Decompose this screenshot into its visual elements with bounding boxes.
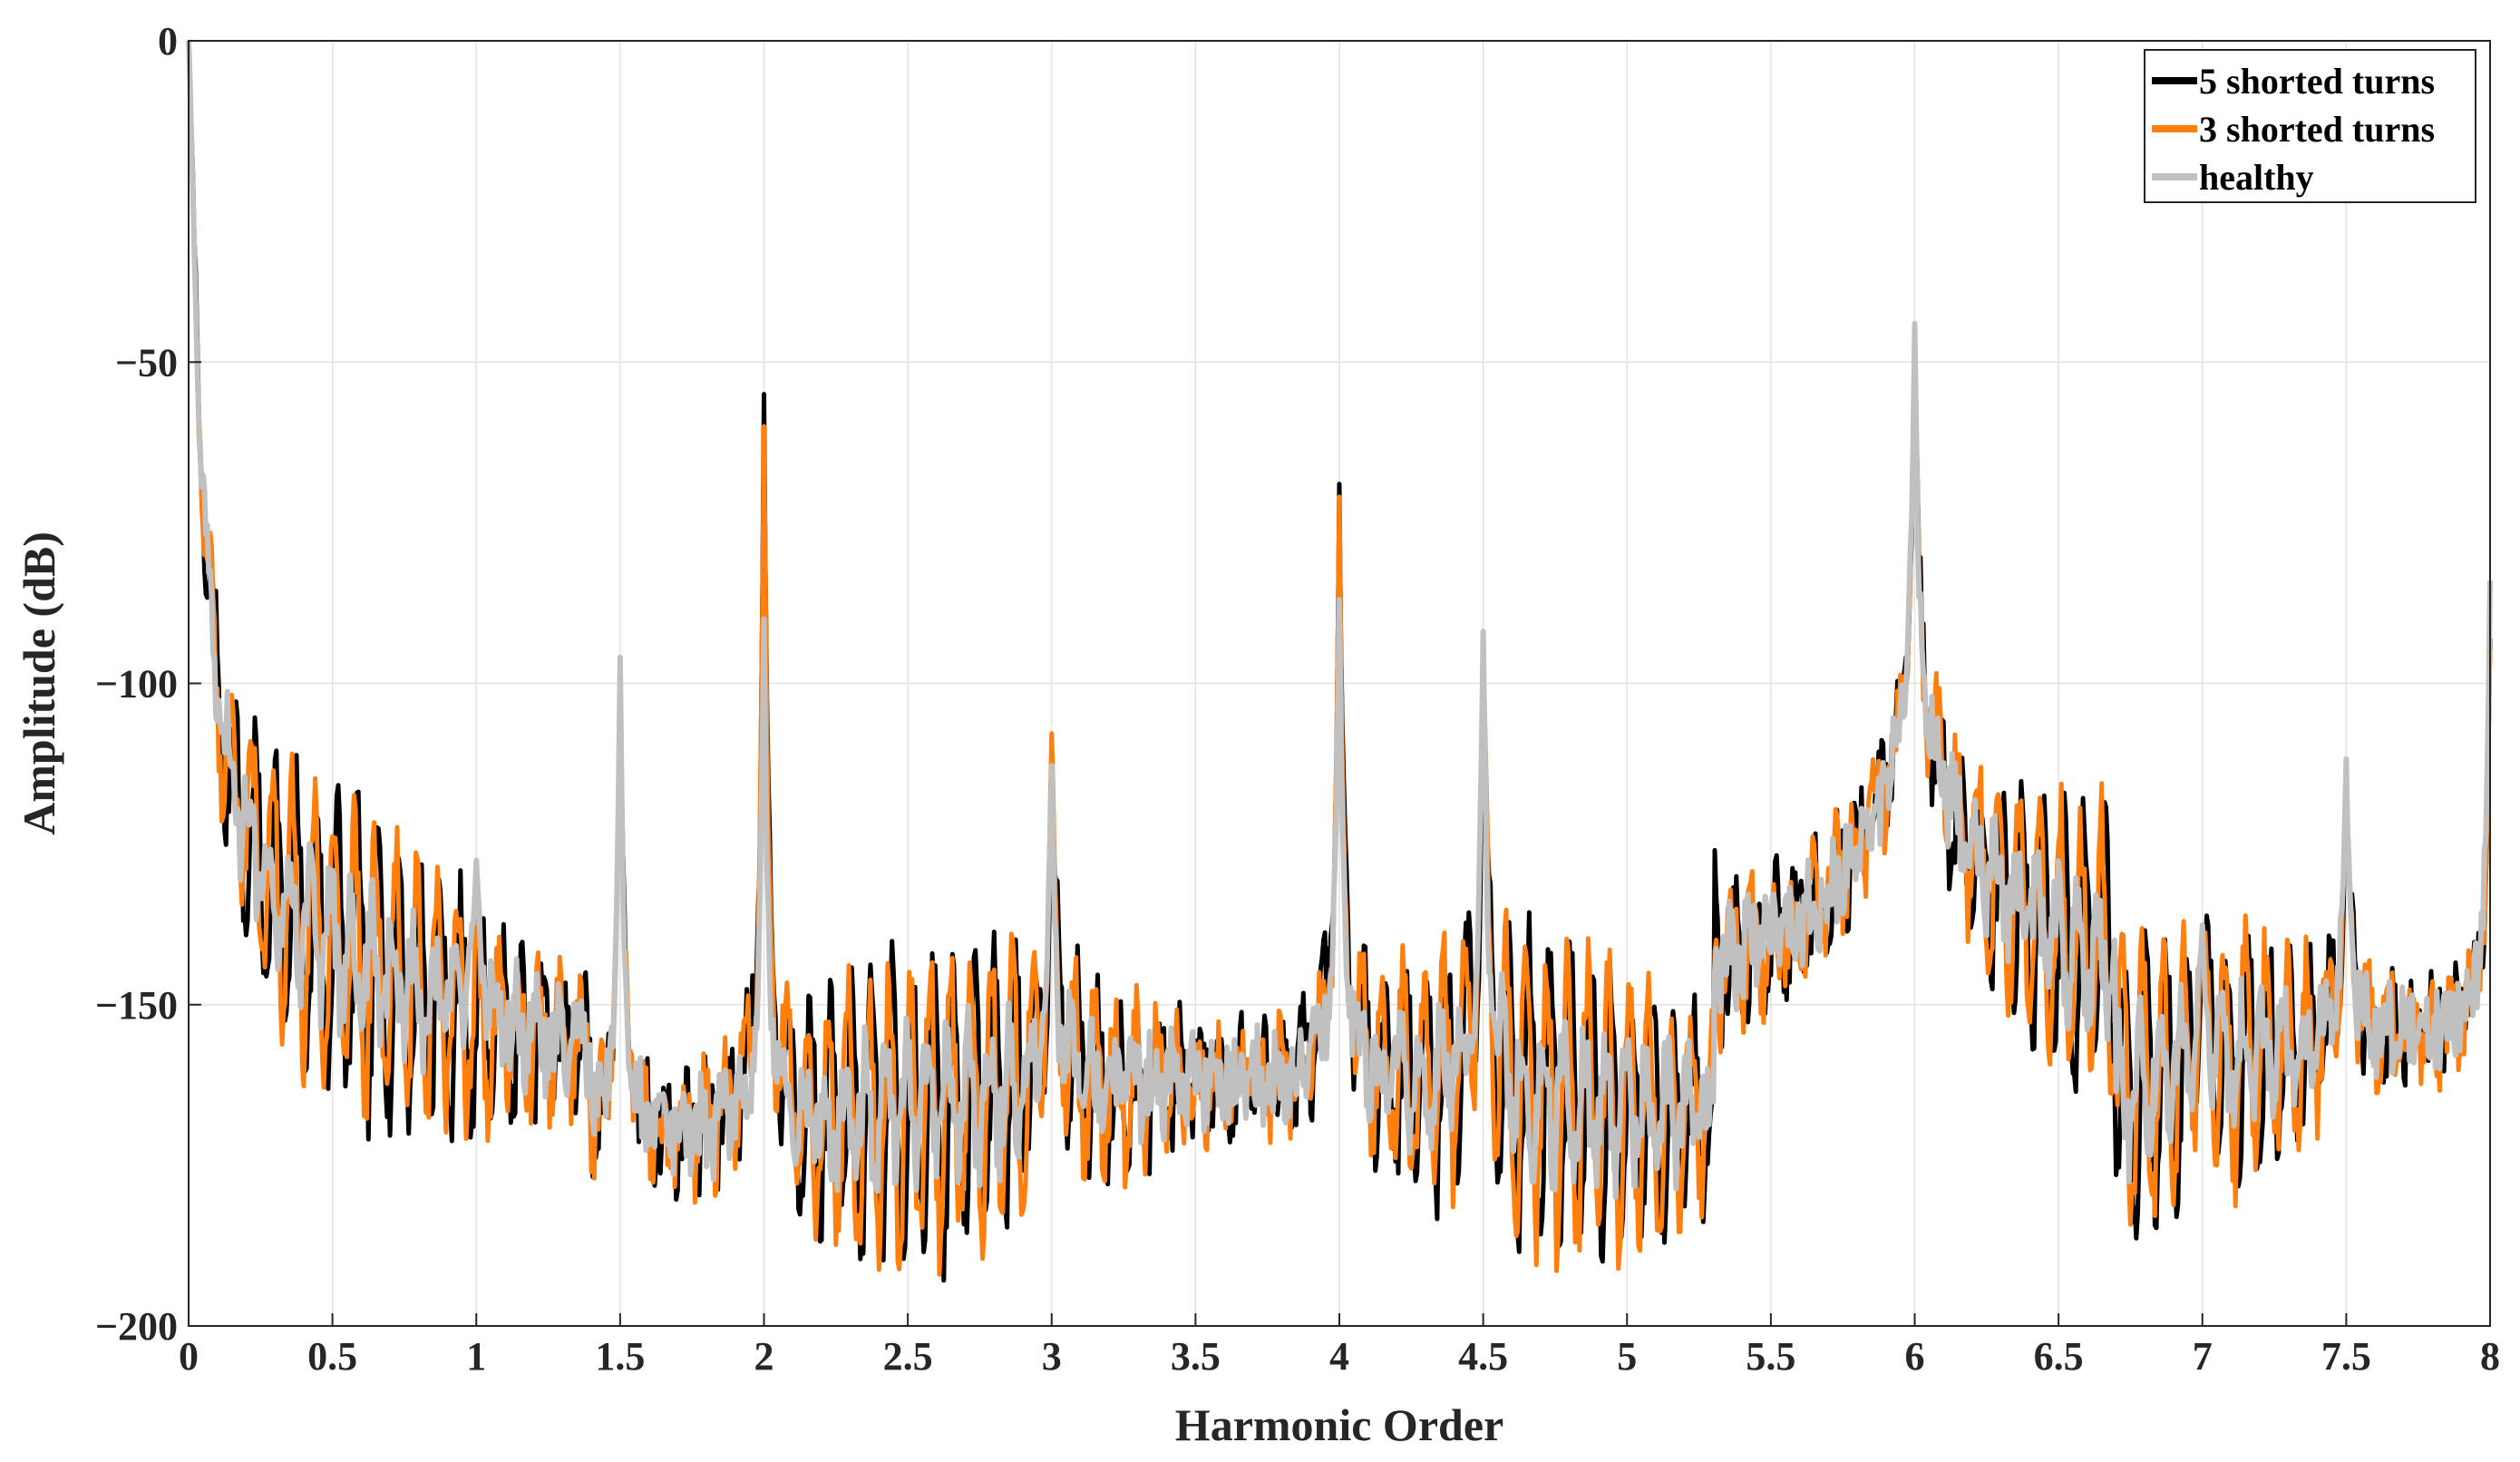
x-tick-label: 1 [466,1334,486,1379]
y-tick-label: −100 [95,662,178,707]
x-tick-label: 3.5 [1171,1334,1221,1379]
x-tick-label: 5.5 [1746,1334,1795,1379]
legend-label: healthy [2199,157,2314,198]
x-tick-label: 6 [1905,1334,1925,1379]
x-tick-label: 7.5 [2321,1334,2371,1379]
y-axis-title: Amplitude (dB) [14,531,64,835]
x-tick-label: 4 [1329,1334,1349,1379]
ticks: 0 0.5 1 1.5 2 2.5 3 3.5 4 4.5 5 5.5 6 6.5 7 7.5 8 0 −50 −10… [95,19,2500,1379]
series-line-healthy [186,40,2493,1200]
x-tick-label: 8 [2480,1334,2500,1379]
x-tick-label: 1.5 [595,1334,645,1379]
x-tick-label: 0 [179,1334,199,1379]
legend-box [2144,49,2476,203]
legend-label: 3 shorted turns [2199,109,2435,150]
x-tick-label: 6.5 [2034,1334,2084,1379]
legend: 5 shorted turns 3 shorted turns healthy [2144,49,2476,203]
y-tick-label: −50 [115,340,178,385]
y-tick-label: −200 [95,1304,178,1349]
y-tick-label: 0 [158,19,178,63]
x-tick-label: 4.5 [1458,1334,1508,1379]
series-layer [186,40,2493,1283]
legend-label: 5 shorted turns [2199,61,2435,102]
x-tick-label: 7 [2193,1334,2213,1379]
x-tick-label: 2 [754,1334,774,1379]
x-tick-label: 0.5 [307,1334,357,1379]
x-axis-title: Harmonic Order [1175,1399,1503,1450]
y-tick-label: −150 [95,983,178,1028]
x-tick-label: 2.5 [883,1334,933,1379]
x-tick-label: 5 [1617,1334,1637,1379]
x-tick-label: 3 [1042,1334,1062,1379]
